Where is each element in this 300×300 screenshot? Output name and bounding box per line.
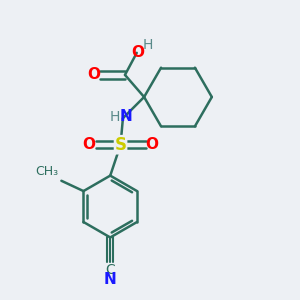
- Text: O: O: [82, 137, 95, 152]
- Text: S: S: [115, 136, 127, 154]
- Text: CH₃: CH₃: [35, 165, 58, 178]
- Text: O: O: [87, 68, 100, 82]
- Text: H: H: [110, 110, 120, 124]
- Text: O: O: [146, 137, 159, 152]
- Text: N: N: [120, 109, 133, 124]
- Text: C: C: [105, 263, 115, 277]
- Text: N: N: [104, 272, 117, 287]
- Text: H: H: [143, 38, 153, 52]
- Text: O: O: [131, 45, 144, 60]
